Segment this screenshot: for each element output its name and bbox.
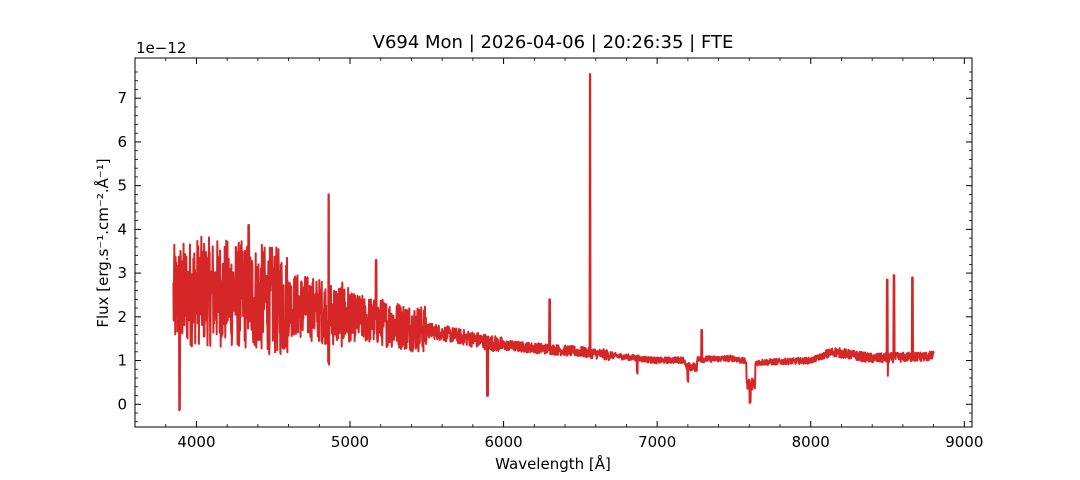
y-tick-label: 6 [117, 133, 127, 151]
x-tick-label: 5000 [331, 433, 369, 451]
x-tick-label: 6000 [484, 433, 522, 451]
x-tick-label: 4000 [177, 433, 215, 451]
y-tick-label: 3 [117, 264, 127, 282]
x-tick-label: 9000 [945, 433, 983, 451]
chart-title: V694 Mon | 2026-04-06 | 20:26:35 | FTE [373, 32, 734, 53]
y-tick-label: 2 [117, 308, 127, 326]
y-tick-label: 5 [117, 177, 127, 195]
y-tick-label: 1 [117, 352, 127, 370]
plot-frame [134, 57, 973, 428]
spectrum-line [172, 73, 935, 412]
plot-area [172, 73, 935, 412]
x-tick-label: 7000 [638, 433, 676, 451]
x-tick-label: 8000 [792, 433, 830, 451]
y-offset-label: 1e−12 [136, 39, 186, 57]
y-axis: 0 1 2 3 4 5 6 7 [117, 71, 972, 423]
y-tick-label: 7 [117, 89, 127, 107]
x-axis: 4000 5000 6000 7000 8000 9000 [134, 58, 983, 451]
y-axis-label: Flux [erg.s⁻¹.cm⁻².Å⁻¹] [93, 158, 112, 327]
y-tick-label: 4 [117, 220, 127, 238]
y-tick-label: 0 [117, 395, 127, 413]
x-axis-label: Wavelength [Å] [495, 454, 611, 473]
